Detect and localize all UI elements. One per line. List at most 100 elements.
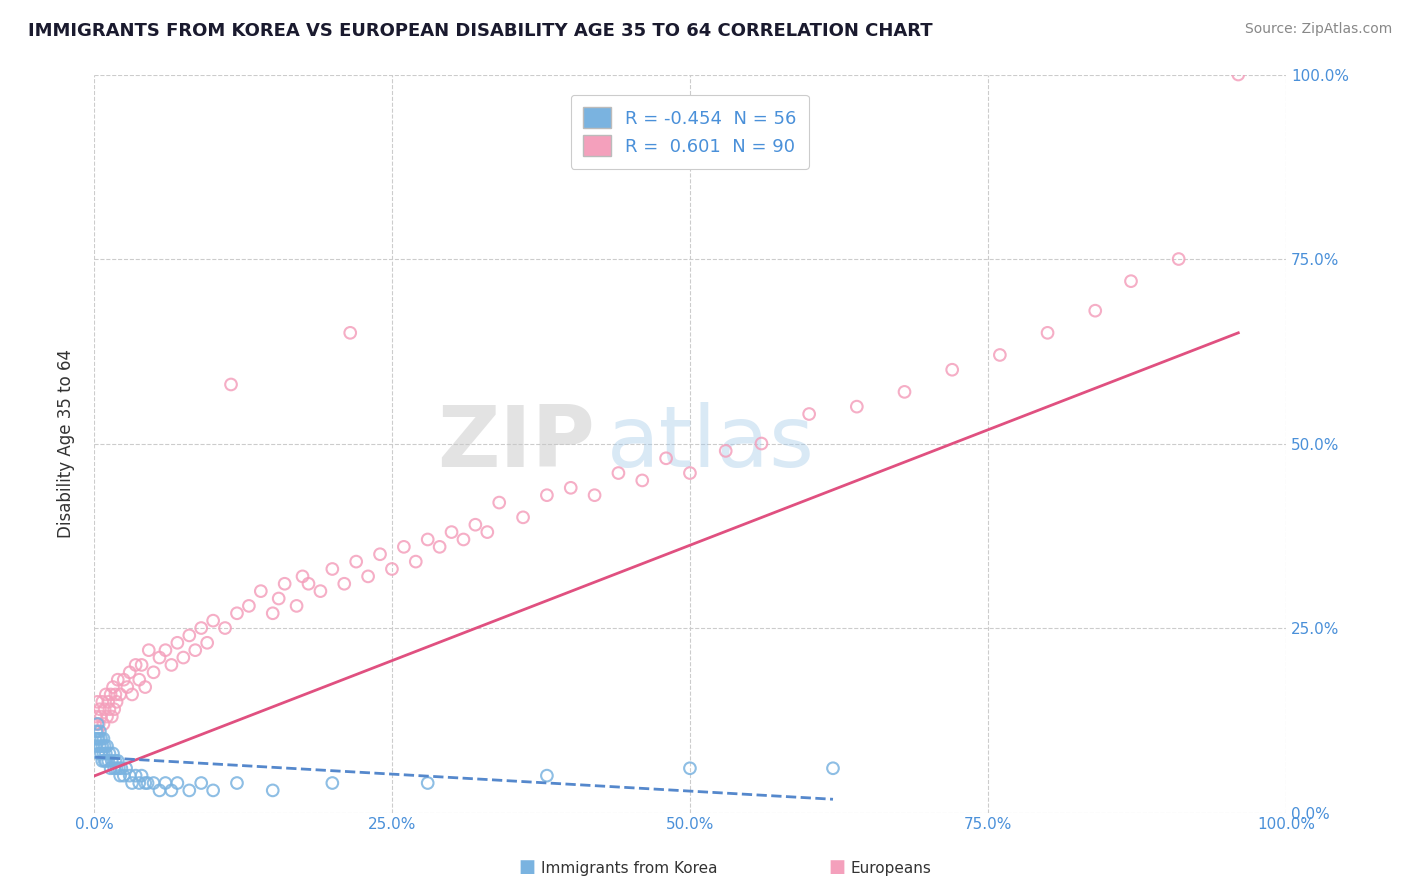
Point [583, 488, 606, 502]
Point [357, 569, 380, 583]
Point [267, 591, 290, 606]
Point [93, 754, 115, 768]
Point [560, 481, 582, 495]
Point [1167, 252, 1189, 266]
Point [219, 377, 242, 392]
Point [321, 776, 343, 790]
Point [988, 348, 1011, 362]
Point [797, 407, 820, 421]
Point [108, 688, 131, 702]
Point [714, 444, 737, 458]
Legend: R = -0.454  N = 56, R =  0.601  N = 90: R = -0.454 N = 56, R = 0.601 N = 90 [571, 95, 808, 169]
Point [155, 643, 177, 657]
Point [226, 607, 249, 621]
Point [98, 702, 121, 716]
Point [86, 717, 108, 731]
Point [381, 562, 404, 576]
Point [87, 717, 110, 731]
Point [166, 776, 188, 790]
Text: ■: ■ [519, 858, 536, 876]
Point [368, 547, 391, 561]
Point [190, 776, 212, 790]
Point [103, 702, 125, 716]
Point [226, 776, 249, 790]
Point [86, 724, 108, 739]
Point [118, 665, 141, 680]
Point [273, 576, 295, 591]
Point [262, 783, 284, 797]
Point [84, 717, 107, 731]
Point [488, 495, 510, 509]
Point [536, 769, 558, 783]
Point [1036, 326, 1059, 340]
Point [179, 783, 201, 797]
Point [86, 739, 108, 753]
Point [1227, 68, 1250, 82]
Point [96, 709, 118, 723]
Point [94, 754, 117, 768]
Point [90, 709, 112, 723]
Point [250, 584, 273, 599]
Point [104, 754, 127, 768]
Point [344, 555, 367, 569]
Point [124, 657, 146, 672]
Point [416, 533, 439, 547]
Point [93, 731, 115, 746]
Text: IMMIGRANTS FROM KOREA VS EUROPEAN DISABILITY AGE 35 TO 64 CORRELATION CHART: IMMIGRANTS FROM KOREA VS EUROPEAN DISABI… [28, 22, 932, 40]
Point [101, 747, 124, 761]
Point [184, 643, 207, 657]
Point [142, 665, 165, 680]
Point [86, 724, 108, 739]
Point [821, 761, 844, 775]
Point [97, 754, 120, 768]
Point [96, 739, 118, 753]
Point [453, 533, 475, 547]
Point [103, 761, 125, 775]
Point [429, 540, 451, 554]
Text: Source: ZipAtlas.com: Source: ZipAtlas.com [1244, 22, 1392, 37]
Point [112, 769, 135, 783]
Point [101, 680, 124, 694]
Point [131, 769, 153, 783]
Point [94, 688, 117, 702]
Point [128, 776, 150, 790]
Point [86, 709, 108, 723]
Point [607, 466, 630, 480]
Point [101, 709, 124, 723]
Point [190, 621, 212, 635]
Point [118, 769, 141, 783]
Point [166, 636, 188, 650]
Point [100, 761, 122, 775]
Text: ZIP: ZIP [437, 402, 595, 485]
Point [536, 488, 558, 502]
Point [121, 776, 143, 790]
Point [440, 525, 463, 540]
Point [893, 384, 915, 399]
Point [405, 555, 427, 569]
Point [86, 731, 108, 746]
Point [464, 517, 486, 532]
Point [138, 643, 160, 657]
Point [416, 776, 439, 790]
Point [107, 754, 129, 768]
Point [108, 761, 131, 775]
Point [90, 747, 112, 761]
Point [93, 702, 115, 716]
Point [195, 636, 218, 650]
Point [160, 783, 183, 797]
Point [285, 599, 308, 613]
Point [1084, 303, 1107, 318]
Point [90, 731, 112, 746]
Point [142, 776, 165, 790]
Point [136, 776, 159, 790]
Point [238, 599, 260, 613]
Point [941, 362, 963, 376]
Point [84, 731, 107, 746]
Point [512, 510, 534, 524]
Point [134, 680, 156, 694]
Text: ■: ■ [828, 858, 845, 876]
Point [679, 761, 702, 775]
Y-axis label: Disability Age 35 to 64: Disability Age 35 to 64 [58, 349, 75, 538]
Point [321, 562, 343, 576]
Text: atlas: atlas [606, 402, 814, 485]
